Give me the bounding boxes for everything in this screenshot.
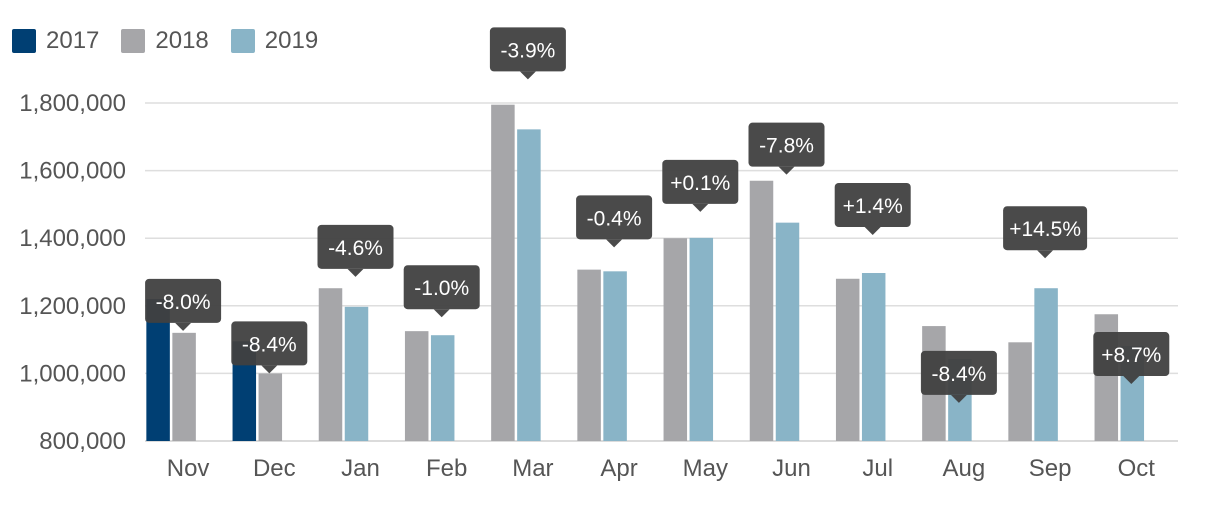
x-tick-label: Aug [943, 455, 986, 482]
callout-box [920, 350, 997, 395]
callout-label: -8.0% [156, 291, 211, 314]
x-tick-label: Jun [772, 455, 811, 482]
y-tick-label: 800,000 [39, 428, 126, 455]
callout-pointer [864, 227, 881, 236]
callout-box [1093, 332, 1170, 377]
x-tick-label: Oct [1118, 455, 1156, 482]
bar-2018-jan [318, 288, 343, 441]
legend-item-2019[interactable]: 2019 [230, 27, 319, 55]
callout-box [576, 195, 653, 240]
y-tick-label: 1,800,000 [19, 90, 126, 117]
bar-2017-dec [232, 341, 257, 441]
callout-box [231, 321, 308, 366]
x-tick-label: Sep [1029, 455, 1072, 482]
callout-label: +14.5% [1009, 218, 1081, 241]
callout-box [489, 27, 566, 72]
bar-2018-jul [835, 278, 860, 441]
bar-2018-apr [577, 269, 601, 441]
callout-pointer [778, 166, 795, 175]
callout-label: -7.8% [759, 135, 814, 158]
bar-2019-jan [344, 306, 369, 441]
bar-2019-mar [517, 129, 541, 441]
callout-pointer [1123, 376, 1140, 385]
legend-label-2019: 2019 [264, 27, 319, 54]
bar-2019-feb [430, 335, 455, 441]
bar-2019-may [689, 237, 714, 441]
callout-label: -0.4% [587, 207, 642, 230]
y-tick-label: 1,400,000 [19, 225, 126, 252]
x-tick-label: Mar [512, 455, 553, 482]
callout-pointer [692, 203, 709, 212]
y-tick-label: 1,600,000 [19, 158, 126, 185]
bar-2018-feb [404, 331, 429, 441]
bar-2018-sep [1008, 342, 1032, 441]
bar-2019-jul [861, 273, 886, 441]
callout-pointer [606, 239, 623, 248]
x-tick-label: May [683, 455, 728, 482]
callout-label: -8.4% [931, 363, 986, 386]
callout-box [1003, 206, 1088, 251]
legend-swatch-2019 [230, 29, 255, 53]
bar-2019-sep [1034, 288, 1058, 441]
callout-pointer [519, 71, 536, 80]
x-tick-label: Nov [167, 455, 210, 482]
callout-label: -4.6% [328, 237, 383, 260]
callout-box [662, 159, 739, 204]
callout-label: -1.0% [414, 277, 469, 300]
callout-box [748, 122, 825, 167]
callout-label: +1.4% [843, 195, 903, 218]
bar-2017-nov [146, 299, 170, 441]
bar-2018-dec [258, 373, 283, 441]
callout-pointer [347, 268, 364, 277]
legend-item-2018[interactable]: 2018 [121, 27, 209, 55]
callout-box [403, 265, 480, 310]
bar-2019-apr [603, 271, 627, 441]
bar-2018-nov [172, 332, 196, 441]
callout-pointer [433, 309, 450, 318]
callout-pointer [950, 394, 967, 403]
legend-swatch-2017 [12, 29, 36, 53]
bar-2018-jun [749, 180, 774, 442]
bar-2018-may [663, 238, 688, 441]
x-tick-label: Dec [253, 455, 296, 482]
callout-box [317, 224, 394, 269]
callout-label: +0.1% [670, 172, 730, 195]
legend-item-2017[interactable]: 2017 [12, 27, 99, 55]
callout-label: -3.9% [500, 39, 555, 62]
legend-swatch-2018 [121, 29, 146, 53]
x-tick-label: Jul [862, 455, 893, 482]
legend-label-2018: 2018 [155, 27, 209, 54]
callout-pointer [175, 322, 192, 331]
y-tick-label: 1,000,000 [19, 360, 126, 387]
legend: 2017 2018 2019 [12, 27, 340, 55]
callout-pointer [1037, 250, 1054, 259]
x-tick-label: Jan [341, 455, 380, 482]
y-tick-label: 1,200,000 [19, 293, 126, 320]
bar-2019-jun [775, 222, 800, 441]
legend-label-2017: 2017 [46, 27, 100, 54]
bar-2018-mar [491, 104, 515, 441]
callout-box [145, 278, 222, 323]
callout-label: -8.4% [242, 333, 297, 356]
x-tick-label: Feb [426, 455, 467, 482]
callout-pointer [261, 365, 278, 374]
x-tick-label: Apr [600, 455, 637, 482]
callout-label: +8.7% [1101, 344, 1161, 367]
callout-box [834, 183, 911, 228]
